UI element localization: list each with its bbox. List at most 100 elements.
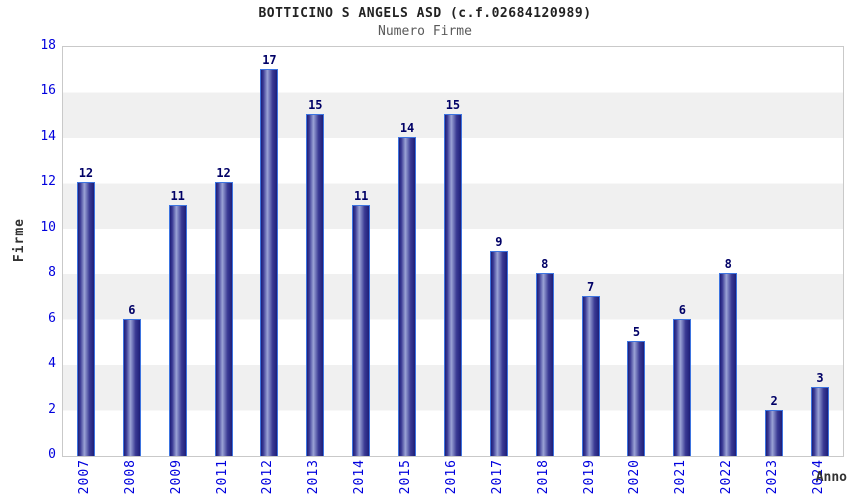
y-tick-label: 18 xyxy=(40,38,56,53)
y-tick-label: 4 xyxy=(48,356,56,372)
bar-value-label: 14 xyxy=(399,120,415,135)
bar-column: 12 xyxy=(63,47,109,456)
bar xyxy=(443,114,462,456)
x-tick-cell: 2014 xyxy=(337,459,383,499)
bar-column: 8 xyxy=(522,47,568,456)
bar-column: 15 xyxy=(430,47,476,456)
x-tick-label: 2009 xyxy=(168,459,184,495)
bar-value-label: 5 xyxy=(632,325,641,340)
bar xyxy=(810,386,829,456)
x-tick-cell: 2011 xyxy=(200,459,246,499)
y-tick-label: 14 xyxy=(40,128,56,144)
chart-title: BOTTICINO S ANGELS ASD (c.f.02684120989) xyxy=(258,6,592,21)
x-tick-label: 2017 xyxy=(489,459,505,495)
bar-column: 2 xyxy=(751,47,797,456)
x-tick-label: 2016 xyxy=(443,459,459,495)
bar xyxy=(581,295,600,456)
y-tick-label: 16 xyxy=(40,83,56,99)
x-tick-cell: 2019 xyxy=(567,459,613,499)
x-tick-label: 2007 xyxy=(76,459,92,495)
x-axis-title: Anno xyxy=(815,470,847,485)
x-tick-label: 2021 xyxy=(673,459,689,495)
x-tick-label: 2020 xyxy=(627,459,643,495)
bar-value-label: 8 xyxy=(724,257,732,272)
x-tick-cell: 2021 xyxy=(658,459,704,499)
x-tick-cell: 2012 xyxy=(246,459,292,499)
bar-value-label: 11 xyxy=(170,189,185,204)
x-tick-cell: 2018 xyxy=(521,459,567,499)
chart-subtitle: Numero Firme xyxy=(378,24,472,39)
y-tick-label: 12 xyxy=(40,174,56,190)
bar-value-label: 2 xyxy=(770,393,778,408)
y-tick-label: 8 xyxy=(48,265,56,281)
plot-area: 12 6 11 12 17 15 11 14 15 9 8 7 5 6 8 2 3 xyxy=(62,46,844,457)
bar xyxy=(306,114,325,456)
bar-column: 12 xyxy=(201,47,247,456)
bar-value-label: 17 xyxy=(262,52,277,67)
x-tick-cell: 2015 xyxy=(383,459,429,499)
x-tick-cell: 2023 xyxy=(750,459,796,499)
y-axis: 0 2 4 6 8 10 12 14 16 18 xyxy=(0,38,56,462)
bar xyxy=(214,182,233,456)
y-tick-label: 2 xyxy=(48,401,56,417)
bar xyxy=(489,250,508,456)
x-tick-cell: 2008 xyxy=(108,459,154,499)
bar-value-label: 15 xyxy=(445,98,461,113)
bar-value-label: 8 xyxy=(541,257,549,272)
bar-column: 8 xyxy=(705,47,751,456)
bar xyxy=(673,318,692,456)
x-tick-label: 2014 xyxy=(352,459,368,495)
x-tick-cell: 2013 xyxy=(291,459,337,499)
x-tick-label: 2015 xyxy=(398,459,414,495)
x-axis: 2007 2008 2009 2011 2012 2013 2014 2015 2016 2017… xyxy=(62,459,842,499)
bar xyxy=(352,205,371,456)
bar-column: 9 xyxy=(476,47,522,456)
y-tick-label: 10 xyxy=(40,219,56,235)
bar-column: 17 xyxy=(247,47,293,456)
bar xyxy=(260,68,279,456)
bar xyxy=(535,273,554,456)
y-tick-label: 0 xyxy=(48,447,56,462)
bar-column: 6 xyxy=(659,47,705,456)
bar-column: 6 xyxy=(109,47,155,456)
bars: 12 6 11 12 17 15 11 14 15 9 8 7 5 6 8 2 3 xyxy=(63,47,843,456)
bar-value-label: 15 xyxy=(308,98,323,113)
x-tick-cell: 2016 xyxy=(429,459,475,499)
y-tick-label: 6 xyxy=(48,310,56,326)
bar xyxy=(627,341,646,456)
bar-column: 14 xyxy=(384,47,430,456)
x-tick-cell: 2022 xyxy=(704,459,750,499)
bar-column: 11 xyxy=(338,47,384,456)
bar-column: 5 xyxy=(614,47,660,456)
bar-value-label: 11 xyxy=(353,189,369,204)
x-tick-label: 2012 xyxy=(260,459,276,495)
bar-value-label: 9 xyxy=(495,234,503,249)
bar-column: 7 xyxy=(568,47,614,456)
x-tick-label: 2022 xyxy=(719,459,735,495)
bar-column: 3 xyxy=(797,47,843,456)
bar-column: 15 xyxy=(292,47,338,456)
bar xyxy=(122,318,141,456)
bar-value-label: 12 xyxy=(216,166,231,181)
bar xyxy=(168,205,187,456)
x-tick-cell: 2020 xyxy=(613,459,659,499)
bar xyxy=(76,182,95,456)
x-tick-label: 2011 xyxy=(214,459,230,495)
x-tick-cell: 2009 xyxy=(154,459,200,499)
x-tick-label: 2019 xyxy=(581,459,597,495)
x-tick-label: 2008 xyxy=(122,459,138,495)
bar-value-label: 3 xyxy=(816,370,824,385)
bar xyxy=(719,273,738,456)
bar xyxy=(765,409,784,456)
bar-value-label: 7 xyxy=(586,279,595,294)
bar-value-label: 12 xyxy=(78,166,94,181)
bar xyxy=(398,136,417,456)
bar-value-label: 6 xyxy=(128,302,136,317)
x-tick-label: 2018 xyxy=(535,459,551,495)
bar-value-label: 6 xyxy=(678,302,686,317)
x-tick-cell: 2007 xyxy=(62,459,108,499)
x-tick-label: 2013 xyxy=(306,459,322,495)
bar-column: 11 xyxy=(155,47,201,456)
x-tick-cell: 2017 xyxy=(475,459,521,499)
